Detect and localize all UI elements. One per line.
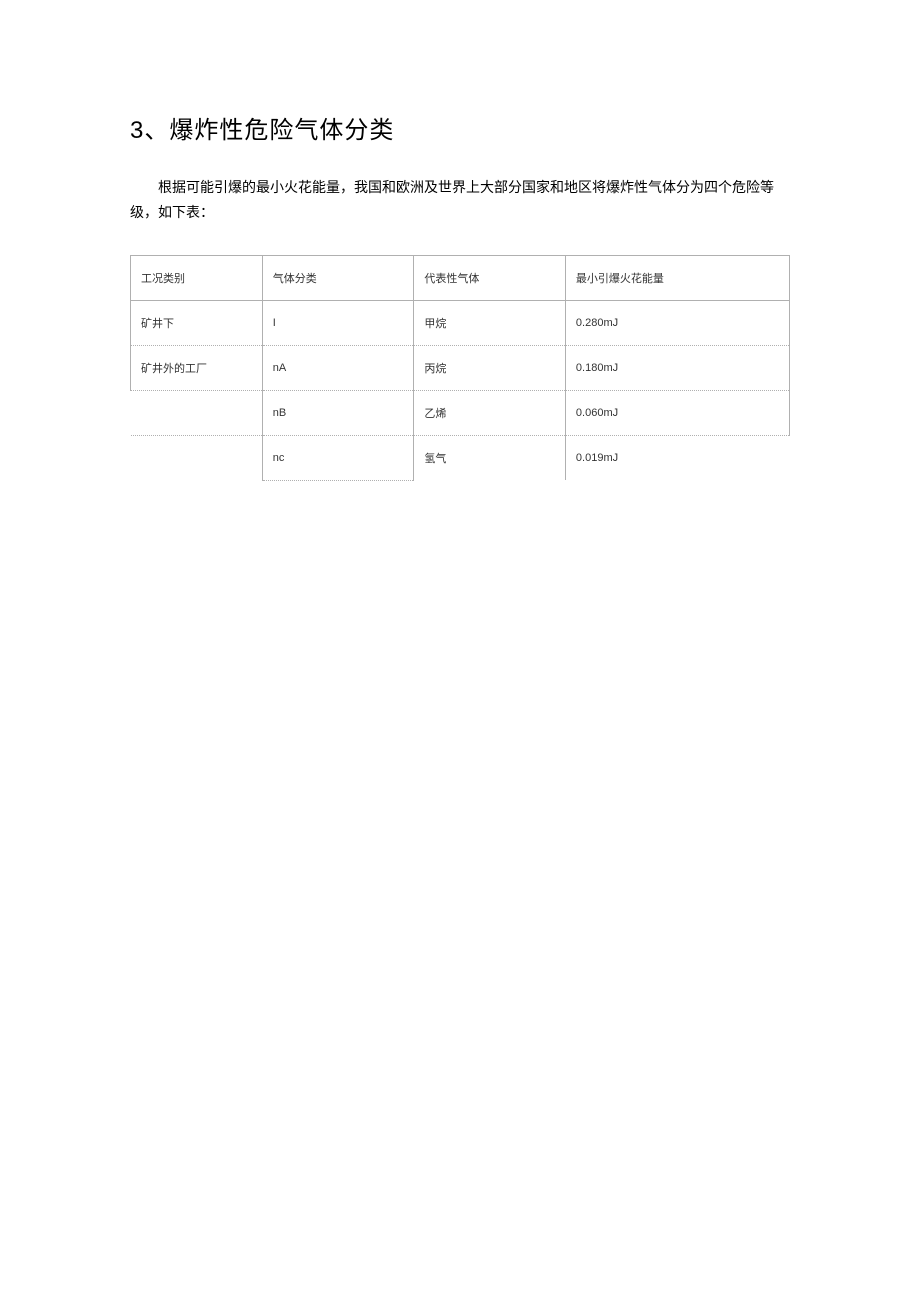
table-row: nB 乙烯 0.060mJ (131, 391, 790, 436)
table-cell: 0.019mJ (565, 436, 789, 481)
table-cell: I (262, 301, 414, 346)
table-cell: nB (262, 391, 414, 436)
table-row: 矿井下 I 甲烷 0.280mJ (131, 301, 790, 346)
table-cell: nc (262, 436, 414, 481)
document-page: 3、爆炸性危险气体分类 根据可能引爆的最小火花能量，我国和欧洲及世界上大部分国家… (0, 0, 920, 481)
col-header: 工况类别 (131, 256, 263, 301)
intro-paragraph: 根据可能引爆的最小火花能量，我国和欧洲及世界上大部分国家和地区将爆炸性气体分为四… (130, 175, 790, 225)
table-cell (131, 436, 263, 481)
table-cell: 丙烷 (414, 346, 566, 391)
table-row: nc 氢气 0.019mJ (131, 436, 790, 481)
col-header: 气体分类 (262, 256, 414, 301)
table-cell: 矿井下 (131, 301, 263, 346)
table-header-row: 工况类别 气体分类 代表性气体 最小引爆火花能量 (131, 256, 790, 301)
gas-classification-table: 工况类别 气体分类 代表性气体 最小引爆火花能量 矿井下 I 甲烷 0.280m… (130, 255, 790, 481)
section-heading: 3、爆炸性危险气体分类 (130, 110, 790, 145)
table-cell: 0.280mJ (565, 301, 789, 346)
table-cell: 乙烯 (414, 391, 566, 436)
table-cell: 氢气 (414, 436, 566, 481)
col-header: 代表性气体 (414, 256, 566, 301)
col-header: 最小引爆火花能量 (565, 256, 789, 301)
table-cell: nA (262, 346, 414, 391)
table-cell: 甲烷 (414, 301, 566, 346)
table-cell: 0.060mJ (565, 391, 789, 436)
table-cell: 矿井外的工厂 (131, 346, 263, 391)
table-cell: 0.180mJ (565, 346, 789, 391)
table-cell (131, 391, 263, 436)
table-row: 矿井外的工厂 nA 丙烷 0.180mJ (131, 346, 790, 391)
